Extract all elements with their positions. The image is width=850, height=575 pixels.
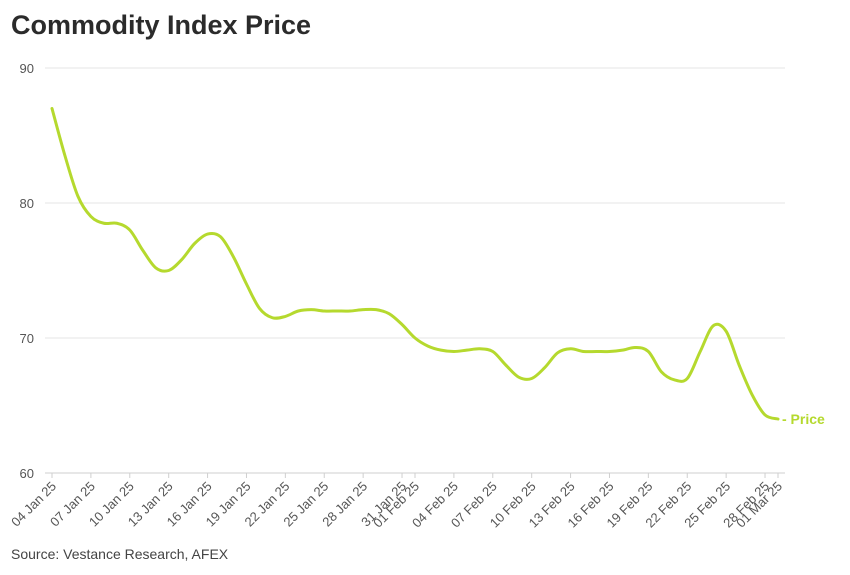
chart-source: Source: Vestance Research, AFEX: [11, 546, 229, 562]
gridlines: [45, 67, 785, 474]
y-tick-label: 70: [20, 331, 34, 346]
series-label-price: - Price: [782, 411, 825, 427]
y-tick-label: 90: [20, 61, 34, 76]
y-tick-label: 60: [20, 466, 34, 481]
chart-title: Commodity Index Price: [11, 10, 312, 40]
y-axis: 60 70 80 90: [20, 61, 34, 481]
plot-area: - Price: [50, 107, 825, 427]
y-tick-label: 80: [20, 196, 34, 211]
series-line-price: [50, 107, 780, 421]
